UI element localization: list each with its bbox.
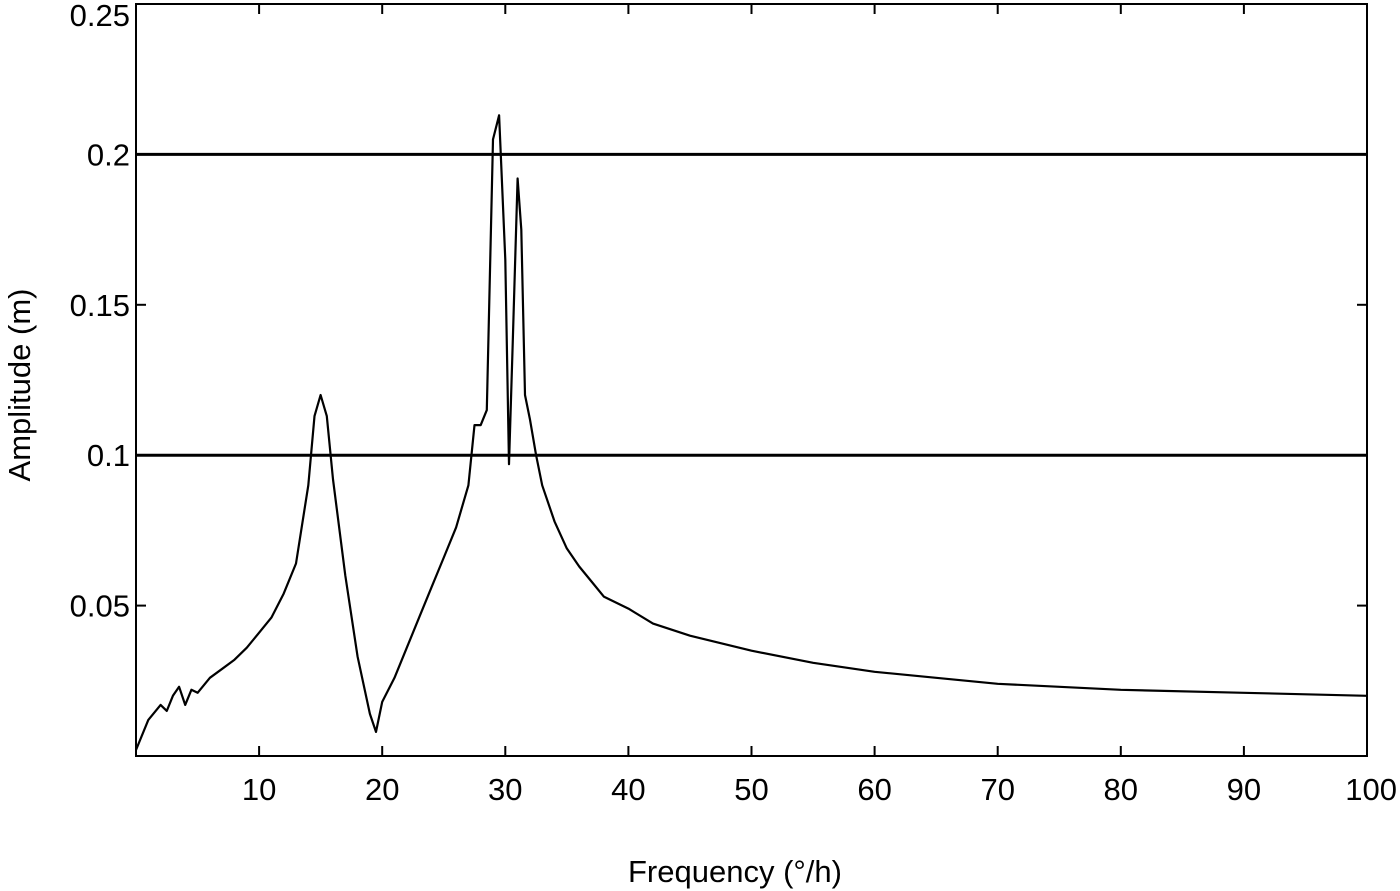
y-tick-label: 0.15 — [70, 288, 130, 323]
x-tick-label: 100 — [1345, 772, 1397, 807]
y-tick-label: 0.05 — [70, 589, 130, 624]
x-tick-label: 30 — [488, 772, 522, 807]
x-tick-label: 20 — [365, 772, 399, 807]
reference-lines — [136, 152, 1367, 457]
x-tick-label: 40 — [611, 772, 645, 807]
x-tick-label: 80 — [1104, 772, 1138, 807]
x-tick-label: 50 — [734, 772, 768, 807]
y-tick-label: 0.1 — [87, 438, 130, 473]
y-tick-label: 0.2 — [87, 137, 130, 172]
amplitude-spectrum-line — [134, 114, 1368, 751]
x-axis-label: Frequency (°/h) — [628, 854, 842, 889]
x-tick-label: 90 — [1227, 772, 1261, 807]
y-tick-label: 0.25 — [70, 0, 130, 33]
x-tick-labels: 10 20 30 40 50 60 70 80 90 100 — [242, 772, 1397, 807]
plot-area-frame — [135, 3, 1368, 757]
x-tick-label: 70 — [980, 772, 1014, 807]
x-tick-label: 60 — [857, 772, 891, 807]
x-tick-label: 10 — [242, 772, 276, 807]
axis-ticks — [136, 3, 1368, 756]
y-tick-labels: 0.05 0.1 0.15 0.2 0.25 — [70, 0, 130, 624]
y-axis-label: Amplitude (m) — [2, 289, 37, 482]
